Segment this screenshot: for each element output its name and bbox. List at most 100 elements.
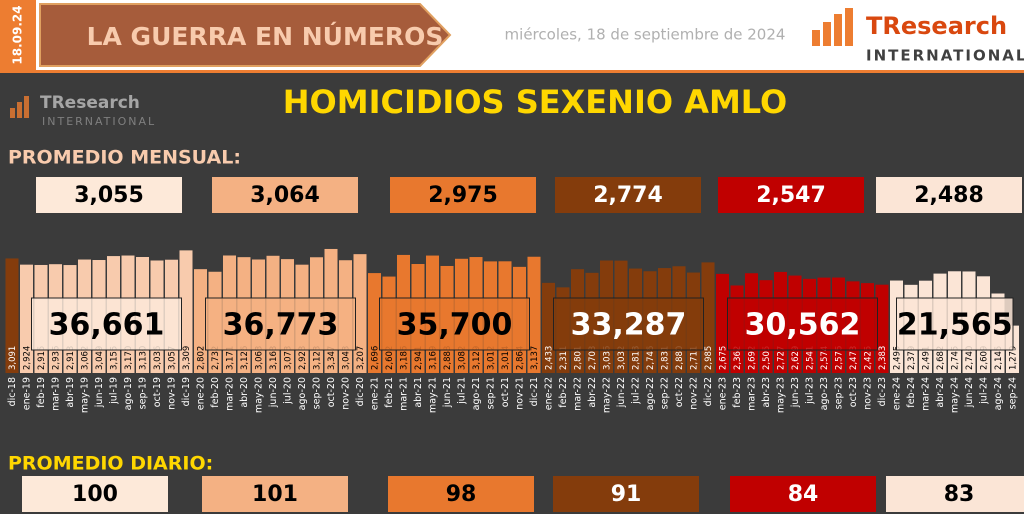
monthly-value: 3,055	[74, 183, 144, 208]
value-label: 3,126	[240, 346, 250, 370]
x-tick-label: feb-22	[558, 377, 569, 408]
daily-title: PROMEDIO DIARIO:	[8, 453, 213, 475]
x-tick-label: jul-24	[978, 377, 989, 405]
x-tick-label: may-19	[79, 377, 90, 413]
value-label: 2,675	[718, 346, 728, 370]
x-tick-label: mar-24	[920, 377, 931, 411]
x-tick-label: dic-23	[877, 377, 888, 406]
side-date: 18.09.24	[11, 5, 25, 64]
x-tick-label: jul-20	[282, 377, 293, 405]
total-value: 35,700	[397, 308, 513, 343]
value-label: 2,913	[66, 346, 76, 370]
x-tick-label: sep-20	[311, 377, 322, 409]
x-tick-label: ene-24	[891, 377, 902, 410]
value-label: 2,801	[573, 346, 583, 370]
daily-box	[886, 476, 1024, 512]
x-tick-label: jun-23	[790, 377, 801, 408]
value-label: 3,036	[153, 346, 163, 370]
x-tick-label: dic-21	[529, 377, 540, 406]
bar	[716, 273, 729, 373]
monthly-value: 3,064	[250, 183, 320, 208]
value-label: 2,541	[805, 346, 815, 370]
value-label: 2,740	[965, 346, 975, 370]
daily-box	[388, 476, 534, 512]
value-label: 3,123	[312, 346, 322, 370]
value-label: 3,014	[501, 346, 511, 370]
x-tick-label: jul-19	[108, 377, 119, 405]
x-tick-label: nov-21	[514, 377, 525, 410]
value-label: 3,032	[617, 346, 627, 370]
x-tick-label: oct-22	[674, 377, 685, 407]
x-tick-label: ago-24	[993, 377, 1004, 410]
daily-box	[553, 476, 699, 512]
value-label: 3,171	[225, 346, 235, 370]
x-tick-label: ene-23	[717, 377, 728, 410]
x-tick-label: nov-20	[340, 377, 351, 410]
value-label: 2,936	[51, 346, 61, 370]
x-tick-label: feb-19	[36, 377, 47, 408]
value-label: 2,383	[878, 346, 888, 370]
x-tick-label: jun-20	[268, 377, 279, 408]
x-tick-label: ago-20	[297, 377, 308, 410]
x-tick-label: jun-22	[616, 377, 627, 408]
value-label: 3,091	[8, 346, 18, 370]
value-label: 3,347	[327, 346, 337, 370]
x-tick-label: jun-21	[442, 377, 453, 408]
value-label: 2,985	[704, 346, 714, 370]
header-rule	[0, 70, 1024, 73]
value-label: 2,831	[660, 346, 670, 370]
x-tick-label: abr-21	[413, 377, 424, 408]
banner-text: LA GUERRA EN NÚMEROS	[87, 21, 444, 51]
x-tick-label: oct-20	[326, 377, 337, 407]
x-tick-label: sep-21	[485, 377, 496, 409]
value-label: 3,207	[356, 346, 366, 370]
x-tick-label: ene-20	[195, 377, 206, 410]
bar	[5, 258, 19, 373]
daily-value: 84	[788, 482, 819, 507]
value-label: 2,145	[994, 346, 1004, 370]
x-tick-label: feb-24	[906, 377, 917, 408]
value-label: 3,036	[602, 346, 612, 370]
value-label: 2,745	[950, 346, 960, 370]
value-label: 2,629	[791, 346, 801, 370]
bar	[194, 269, 207, 373]
bar	[701, 262, 715, 373]
value-label: 2,888	[443, 346, 453, 370]
value-label: 3,155	[109, 346, 119, 370]
value-label: 2,880	[675, 346, 685, 370]
daily-box	[202, 476, 348, 512]
value-label: 3,137	[530, 346, 540, 370]
x-tick-label: may-21	[427, 377, 438, 413]
x-tick-label: ene-19	[21, 377, 32, 410]
x-tick-label: ago-23	[819, 377, 830, 410]
x-tick-label: may-22	[601, 377, 612, 413]
x-tick-label: dic-22	[703, 377, 714, 406]
x-tick-label: sep-24	[1007, 377, 1018, 409]
monthly-box	[555, 177, 701, 213]
total-box	[896, 297, 1014, 351]
value-label: 2,818	[631, 346, 641, 370]
x-tick-label: ene-22	[543, 377, 554, 410]
total-box	[31, 297, 182, 351]
monthly-box	[390, 177, 536, 213]
x-tick-label: sep-23	[833, 377, 844, 409]
daily-value: 100	[72, 482, 118, 507]
value-label: 2,491	[921, 346, 931, 370]
value-label: 2,576	[834, 346, 844, 370]
value-label: 2,609	[979, 346, 989, 370]
x-tick-label: may-20	[253, 377, 264, 413]
x-tick-label: nov-23	[862, 377, 873, 410]
x-tick-label: abr-22	[587, 377, 598, 408]
value-label: 2,574	[820, 346, 830, 370]
monthly-box	[212, 177, 358, 213]
monthly-value: 2,488	[914, 183, 984, 208]
x-tick-label: mar-21	[398, 377, 409, 411]
x-tick-label: jun-24	[964, 377, 975, 408]
x-tick-label: abr-20	[239, 377, 250, 408]
x-tick-label: dic-20	[355, 377, 366, 406]
total-value: 36,773	[223, 308, 339, 343]
value-label: 3,082	[457, 346, 467, 370]
value-label: 2,425	[863, 346, 873, 370]
value-label: 2,696	[370, 346, 380, 370]
